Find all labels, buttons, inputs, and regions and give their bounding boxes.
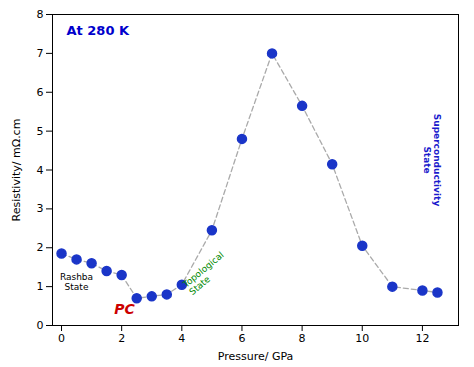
svg-text:10: 10 (355, 332, 369, 345)
svg-text:1: 1 (37, 280, 44, 293)
svg-text:4: 4 (178, 332, 185, 345)
svg-text:6: 6 (238, 332, 245, 345)
svg-text:RashbaState: RashbaState (60, 272, 93, 292)
svg-text:2: 2 (37, 241, 44, 254)
svg-text:12: 12 (415, 332, 429, 345)
svg-text:6: 6 (37, 86, 44, 99)
svg-text:At 280 K: At 280 K (67, 23, 130, 38)
svg-text:Resistivity/ mΩ.cm: Resistivity/ mΩ.cm (10, 119, 23, 222)
svg-text:SuperconductivityState: SuperconductivityState (422, 114, 442, 207)
svg-text:0: 0 (58, 332, 65, 345)
svg-text:Pressure/ GPa: Pressure/ GPa (218, 350, 294, 363)
svg-text:8: 8 (37, 8, 44, 21)
svg-text:5: 5 (37, 125, 44, 138)
svg-text:7: 7 (37, 47, 44, 60)
svg-text:4: 4 (37, 164, 44, 177)
svg-text:TopologicalState: TopologicalState (180, 250, 232, 298)
svg-text:2: 2 (118, 332, 125, 345)
svg-text:0: 0 (37, 319, 44, 332)
svg-text:8: 8 (299, 332, 306, 345)
svg-text:3: 3 (37, 202, 44, 215)
svg-text:PC: PC (114, 301, 135, 317)
